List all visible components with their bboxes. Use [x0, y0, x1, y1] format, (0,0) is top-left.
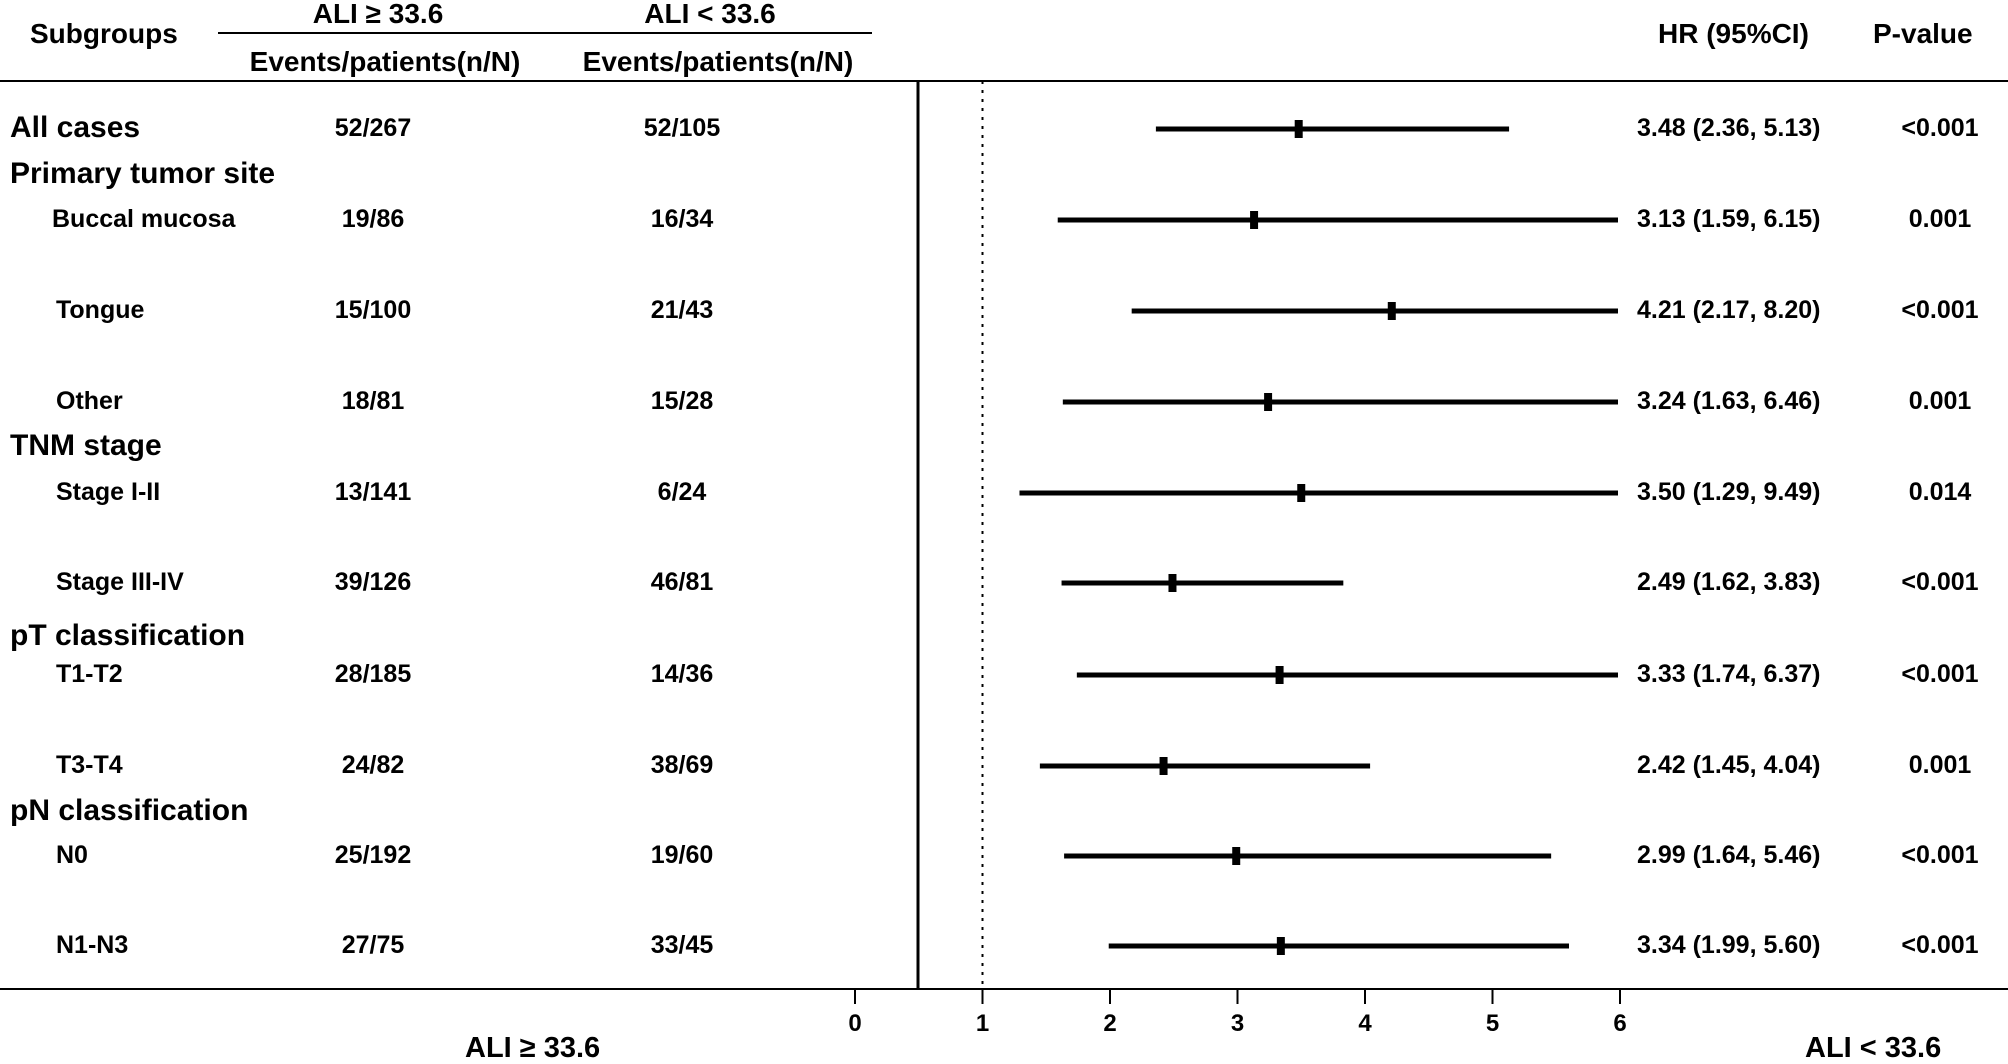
hr-point	[1159, 757, 1168, 775]
events-low-cell: 6/24	[657, 478, 707, 506]
subgroup-label: Stage I-II	[56, 478, 161, 506]
events-low-cell: 14/36	[650, 660, 714, 688]
hr-ci-text: 3.34 (1.99, 5.60)	[1637, 931, 1821, 959]
header-group-high: ALI ≥ 33.6	[312, 0, 444, 29]
events-high-cell: 13/141	[334, 478, 412, 506]
x-tick-label: 2	[1103, 1010, 1117, 1037]
hr-point	[1264, 393, 1273, 411]
x-tick-label: 5	[1485, 1010, 1500, 1037]
x-axis-ticks	[854, 989, 1621, 1004]
subgroup-label: T1-T2	[56, 660, 123, 688]
x-tick-label: 4	[1358, 1010, 1372, 1037]
hr-point	[1276, 937, 1285, 955]
hr-ci-text: 3.33 (1.74, 6.37)	[1637, 660, 1821, 688]
hr-point	[1232, 847, 1241, 865]
subgroup-label: N0	[56, 841, 88, 869]
subgroup-label: Stage III-IV	[56, 568, 184, 596]
events-high-cell: 52/267	[334, 114, 412, 142]
events-high-cell: 28/185	[334, 660, 412, 688]
footer-right-label: ALI < 33.6	[1805, 1032, 1942, 1064]
events-high-cell: 25/192	[334, 841, 412, 869]
x-tick-label: 1	[975, 1010, 990, 1037]
events-high-cell: 18/81	[341, 387, 405, 415]
subgroup-label: Other	[56, 387, 123, 415]
hr-ci-text: 3.48 (2.36, 5.13)	[1637, 114, 1821, 142]
subgroup-label: T3-T4	[56, 751, 123, 779]
hr-point	[1275, 666, 1284, 684]
events-low-cell: 21/43	[650, 296, 714, 324]
hr-ci-text: 3.13 (1.59, 6.15)	[1637, 205, 1821, 233]
x-tick-label: 3	[1230, 1010, 1245, 1037]
hr-ci-text: 2.49 (1.62, 3.83)	[1637, 568, 1821, 596]
events-high-cell: 27/75	[341, 931, 405, 959]
hr-point	[1168, 574, 1177, 592]
header-hr: HR (95%CI)	[1658, 18, 1809, 49]
events-low-cell: 19/60	[650, 841, 714, 869]
events-low-cell: 15/28	[650, 387, 714, 415]
group-label: pN classification	[10, 794, 249, 827]
events-low-cell: 38/69	[650, 751, 714, 779]
group-label: pT classification	[10, 619, 246, 652]
events-high-cell: 15/100	[334, 296, 412, 324]
hr-point	[1387, 302, 1396, 320]
hr-ci-text: 3.50 (1.29, 9.49)	[1637, 478, 1821, 506]
forest-marks	[1019, 120, 1618, 955]
header-events-low: Events/patients(n/N)	[582, 46, 854, 77]
p-value-text: <0.001	[1901, 568, 1979, 596]
header-subgroups: Subgroups	[30, 18, 178, 49]
group-label: TNM stage	[10, 429, 162, 462]
events-high-cell: 24/82	[341, 751, 405, 779]
header-events-high: Events/patients(n/N)	[249, 46, 521, 77]
p-value-text: 0.001	[1908, 205, 1972, 233]
header-group-low: ALI < 33.6	[644, 0, 776, 29]
p-value-text: <0.001	[1901, 114, 1979, 142]
p-value-text: 0.014	[1908, 478, 1972, 506]
events-low-cell: 16/34	[650, 205, 714, 233]
p-value-text: <0.001	[1901, 931, 1979, 959]
header-pvalue: P-value	[1873, 18, 1973, 49]
hr-ci-text: 2.42 (1.45, 4.04)	[1637, 751, 1821, 779]
events-high-cell: 39/126	[334, 568, 412, 596]
subgroup-label: Tongue	[56, 296, 145, 324]
p-value-text: <0.001	[1901, 296, 1979, 324]
p-value-text: <0.001	[1901, 841, 1979, 869]
x-tick-label: 6	[1613, 1010, 1627, 1037]
subgroup-label: Buccal mucosa	[52, 205, 236, 233]
x-tick-label: 0	[848, 1010, 862, 1037]
group-label: All cases	[10, 111, 141, 144]
p-value-text: 0.001	[1908, 387, 1972, 415]
hr-point	[1297, 484, 1306, 502]
events-high-cell: 19/86	[341, 205, 405, 233]
hr-ci-text: 3.24 (1.63, 6.46)	[1637, 387, 1821, 415]
hr-ci-text: 4.21 (2.17, 8.20)	[1637, 296, 1821, 324]
subgroup-label: N1-N3	[56, 931, 129, 959]
group-label: Primary tumor site	[10, 157, 276, 190]
events-low-cell: 52/105	[643, 114, 721, 142]
hr-ci-text: 2.99 (1.64, 5.46)	[1637, 841, 1821, 869]
footer-left-label: ALI ≥ 33.6	[465, 1032, 601, 1064]
hr-point	[1250, 211, 1259, 229]
hr-point	[1294, 120, 1303, 138]
p-value-text: <0.001	[1901, 660, 1979, 688]
p-value-text: 0.001	[1908, 751, 1972, 779]
events-low-cell: 33/45	[650, 931, 714, 959]
events-low-cell: 46/81	[650, 568, 714, 596]
